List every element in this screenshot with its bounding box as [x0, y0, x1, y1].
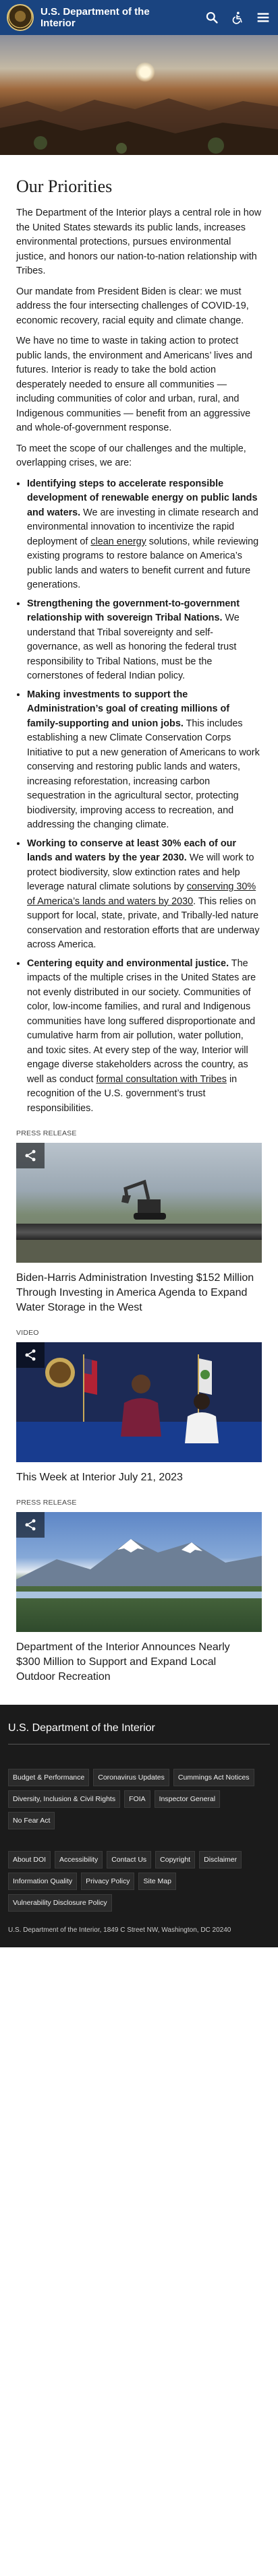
- hero-image: [0, 35, 278, 155]
- card-title[interactable]: This Week at Interior July 21, 2023: [16, 1472, 183, 1483]
- footer-link-about[interactable]: About DOI: [8, 1851, 51, 1868]
- footer-title: U.S. Department of the Interior: [8, 1722, 270, 1745]
- priority-text: We will work to protect biodiversity, sl…: [27, 852, 254, 892]
- priority-item: Identifying steps to accelerate responsi…: [27, 477, 262, 593]
- person-illustration: [185, 1393, 219, 1443]
- tribal-consultation-link[interactable]: formal consultation with Tribes: [96, 1073, 227, 1085]
- share-icon: [25, 1519, 36, 1531]
- card-image[interactable]: [16, 1342, 262, 1462]
- conserving-30-link[interactable]: conserving 30% of America’s lands and wa…: [27, 881, 256, 907]
- intro-paragraph: The Department of the Interior plays a c…: [16, 208, 262, 276]
- clean-energy-link[interactable]: clean energy: [90, 536, 146, 547]
- doi-seal-logo[interactable]: [7, 4, 34, 31]
- share-icon: [25, 1349, 36, 1361]
- footer-address: U.S. Department of the Interior, 1849 C …: [8, 1926, 231, 1934]
- site-header: U.S. Department of the Interior: [0, 0, 278, 35]
- ground-shape: [16, 1240, 262, 1263]
- priority-heading: Identifying steps to accelerate responsi…: [27, 478, 258, 518]
- priority-text: We are investing in climate research and…: [27, 507, 258, 547]
- share-button[interactable]: [16, 1342, 45, 1368]
- priority-item: Working to conserve at least 30% each of…: [27, 837, 262, 953]
- priority-text: This includes establishing a new Climate…: [27, 718, 260, 831]
- footer-link-vulnerability[interactable]: Vulnerability Disclosure Policy: [8, 1894, 112, 1912]
- card-type-label: PRESS RELEASE: [16, 1499, 77, 1507]
- main-content: Our Priorities The Department of the Int…: [0, 177, 278, 1685]
- scope-paragraph: To meet the scope of our challenges and …: [16, 443, 246, 469]
- priority-item: Making investments to support the Admini…: [27, 688, 262, 833]
- page-title: Our Priorities: [16, 177, 113, 196]
- priority-heading: Strengthening the government-to-governme…: [27, 598, 240, 624]
- footer-link-budget[interactable]: Budget & Performance: [8, 1769, 90, 1786]
- person-illustration: [121, 1375, 161, 1437]
- mountain-illustration: [16, 1539, 262, 1586]
- footer-primary-links: Budget & Performance Coronavirus Updates…: [0, 1769, 278, 1829]
- footer-link-diversity[interactable]: Diversity, Inclusion & Civil Rights: [8, 1790, 121, 1808]
- footer-link-information-quality[interactable]: Information Quality: [8, 1873, 78, 1890]
- footer-link-copyright[interactable]: Copyright: [155, 1851, 196, 1868]
- hero-landscape: [0, 98, 278, 155]
- search-icon[interactable]: [204, 9, 220, 26]
- header-actions: [204, 9, 271, 26]
- footer-link-privacy[interactable]: Privacy Policy: [81, 1873, 135, 1890]
- priority-text: in recognition of the U.S. government’s …: [27, 1073, 238, 1114]
- priority-text: The impacts of the multiple crises in th…: [27, 957, 256, 1085]
- share-button[interactable]: [16, 1512, 45, 1538]
- footer-link-sitemap[interactable]: Site Map: [138, 1873, 176, 1890]
- footer-link-contact[interactable]: Contact Us: [107, 1851, 152, 1868]
- footer-link-inspector-general[interactable]: Inspector General: [154, 1790, 221, 1808]
- excavator-illustration: [121, 1179, 166, 1220]
- lake-shape: [16, 1592, 262, 1598]
- footer-link-no-fear-act[interactable]: No Fear Act: [8, 1812, 55, 1829]
- footer-link-coronavirus[interactable]: Coronavirus Updates: [93, 1769, 169, 1786]
- site-title[interactable]: U.S. Department of the Interior: [40, 6, 150, 29]
- priority-item: Centering equity and environmental justi…: [27, 957, 262, 1117]
- footer-link-accessibility[interactable]: Accessibility: [55, 1851, 103, 1868]
- priority-item: Strengthening the government-to-governme…: [27, 597, 262, 684]
- news-card[interactable]: PRESS RELEASE Department of the Interior…: [16, 1499, 262, 1685]
- flag-illustration: [83, 1354, 97, 1428]
- share-button[interactable]: [16, 1143, 45, 1168]
- menu-icon[interactable]: [255, 9, 271, 26]
- share-icon: [25, 1150, 36, 1162]
- priority-heading: Working to conserve at least 30% each of…: [27, 838, 237, 864]
- card-title[interactable]: Biden-Harris Administration Investing $1…: [16, 1272, 254, 1313]
- footer-link-disclaimer[interactable]: Disclaimer: [199, 1851, 242, 1868]
- site-footer: U.S. Department of the Interior Budget &…: [0, 1705, 278, 1947]
- priority-text: We understand that Tribal sovereignty an…: [27, 612, 240, 681]
- card-type-label: VIDEO: [16, 1329, 39, 1337]
- footer-link-cummings[interactable]: Cummings Act Notices: [173, 1769, 254, 1786]
- card-image[interactable]: [16, 1143, 262, 1263]
- priority-text: solutions, while reviewing existing prog…: [27, 536, 259, 591]
- priorities-list: Identifying steps to accelerate responsi…: [27, 477, 262, 1117]
- card-type-label: PRESS RELEASE: [16, 1129, 77, 1137]
- flag-illustration: [198, 1354, 212, 1428]
- action-paragraph: We have no time to waste in taking actio…: [16, 336, 252, 433]
- priority-text: . This relies on support for local, stat…: [27, 896, 260, 951]
- footer-link-foia[interactable]: FOIA: [124, 1790, 150, 1808]
- accessibility-icon[interactable]: [229, 9, 246, 26]
- news-card[interactable]: PRESS RELEASE Biden-Harris Administratio…: [16, 1129, 262, 1315]
- pipeline-shape: [16, 1224, 262, 1241]
- footer-secondary-links: About DOI Accessibility Contact Us Copyr…: [0, 1851, 278, 1912]
- mandate-paragraph: Our mandate from President Biden is clea…: [16, 286, 249, 326]
- seal-illustration: [45, 1358, 75, 1387]
- priority-heading: Centering equity and environmental justi…: [27, 957, 229, 969]
- priority-heading: Making investments to support the Admini…: [27, 689, 230, 729]
- card-title[interactable]: Department of the Interior Announces Nea…: [16, 1641, 230, 1683]
- card-image[interactable]: [16, 1512, 262, 1632]
- hero-sun: [135, 62, 155, 82]
- news-card[interactable]: VIDEO This Week at Interior July 21, 202…: [16, 1329, 262, 1485]
